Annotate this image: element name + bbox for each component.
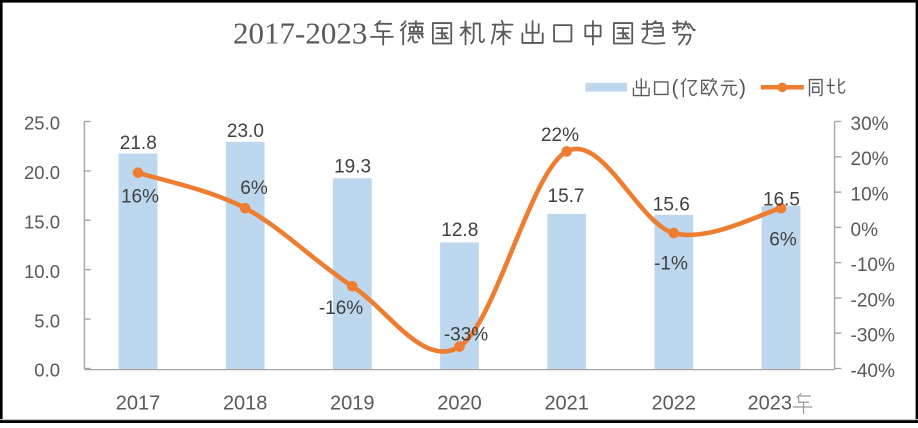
svg-text:(: (: [672, 77, 679, 100]
svg-text:21.8: 21.8: [120, 133, 157, 154]
svg-text:22%: 22%: [541, 125, 579, 146]
svg-text:2020: 2020: [437, 393, 482, 415]
svg-text:16.5: 16.5: [763, 190, 800, 211]
svg-text:2017-2023: 2017-2023: [233, 15, 367, 50]
svg-text:6%: 6%: [769, 229, 797, 250]
svg-text:2017: 2017: [116, 393, 161, 415]
svg-text:2021: 2021: [544, 393, 589, 415]
svg-text:15.6: 15.6: [653, 195, 690, 216]
svg-text:-40%: -40%: [851, 361, 895, 382]
svg-text:5.0: 5.0: [34, 310, 60, 331]
svg-text:2022: 2022: [652, 393, 697, 415]
svg-text:2019: 2019: [330, 393, 375, 415]
svg-text:0.0: 0.0: [34, 360, 60, 381]
svg-text:20%: 20%: [851, 149, 889, 170]
svg-text:10.0: 10.0: [24, 261, 60, 282]
svg-text:30%: 30%: [851, 114, 889, 135]
svg-text:2023: 2023: [748, 393, 793, 415]
svg-text:2018: 2018: [223, 393, 268, 415]
svg-text:): ): [739, 77, 746, 100]
svg-text:-10%: -10%: [851, 255, 895, 276]
svg-text:23.0: 23.0: [227, 121, 264, 142]
svg-text:0%: 0%: [851, 220, 879, 241]
svg-text:-16%: -16%: [319, 298, 363, 319]
svg-text:-20%: -20%: [851, 290, 895, 311]
svg-text:-30%: -30%: [851, 326, 895, 347]
svg-text:10%: 10%: [851, 185, 889, 206]
svg-text:-33%: -33%: [444, 324, 488, 345]
svg-text:20.0: 20.0: [24, 162, 60, 183]
svg-text:15.0: 15.0: [24, 212, 60, 233]
svg-text:15.7: 15.7: [548, 186, 585, 207]
svg-text:12.8: 12.8: [441, 220, 478, 241]
svg-text:6%: 6%: [240, 178, 268, 199]
svg-text:16%: 16%: [121, 187, 159, 208]
svg-text:25.0: 25.0: [24, 113, 60, 134]
svg-text:19.3: 19.3: [334, 157, 371, 178]
svg-text:-1%: -1%: [654, 254, 688, 275]
